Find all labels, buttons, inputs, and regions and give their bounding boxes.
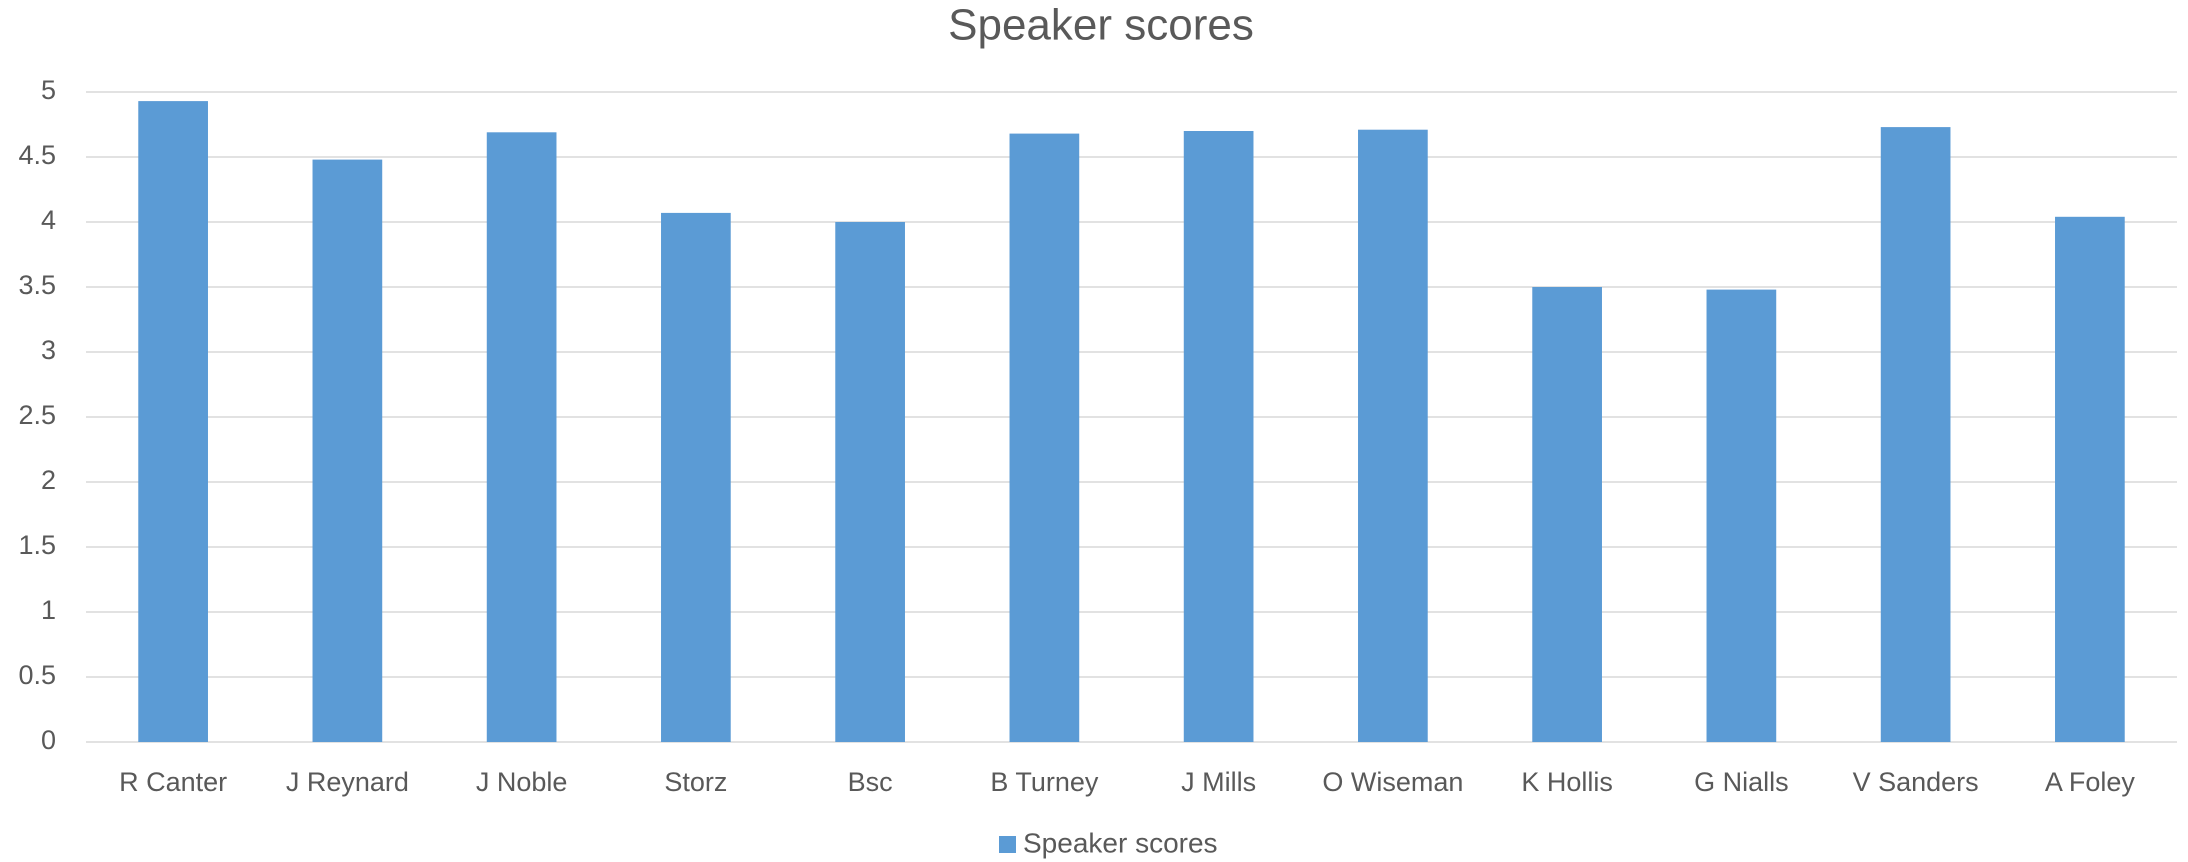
x-tick-label: G Nialls: [1694, 767, 1789, 797]
bar: [1880, 127, 1951, 743]
y-tick-label: 3: [41, 335, 56, 365]
bar: [661, 212, 731, 742]
y-tick-label: 1.5: [18, 530, 56, 560]
y-tick-label: 2: [41, 465, 56, 495]
bar: [2055, 216, 2125, 743]
x-tick-label: A Foley: [2045, 767, 2136, 797]
x-tick-label: J Noble: [476, 767, 568, 797]
x-tick-label: V Sanders: [1853, 767, 1979, 797]
y-tick-label: 0: [41, 725, 56, 755]
x-tick-label: Storz: [664, 767, 727, 797]
x-tick-label: J Reynard: [286, 767, 409, 797]
y-tick-label: 5: [41, 75, 56, 105]
y-tick-label: 4.5: [18, 140, 56, 170]
x-tick-label: B Turney: [990, 767, 1099, 797]
x-tick-label: J Mills: [1181, 767, 1256, 797]
y-tick-label: 0.5: [18, 660, 56, 690]
bar: [486, 132, 557, 743]
y-tick-label: 2.5: [18, 400, 56, 430]
bar: [1532, 287, 1602, 742]
chart-title: Speaker scores: [948, 1, 1254, 50]
y-tick-label: 4: [41, 205, 56, 235]
bar: [835, 222, 905, 742]
x-tick-label: K Hollis: [1521, 767, 1613, 797]
y-tick-label: 3.5: [18, 270, 56, 300]
x-tick-label: O Wiseman: [1322, 767, 1463, 797]
bar: [138, 101, 208, 743]
bar: [1009, 133, 1080, 743]
bar: [1358, 129, 1428, 742]
bar: [1706, 289, 1777, 742]
x-tick-label: R Canter: [119, 767, 227, 797]
bar: [312, 159, 383, 743]
legend-swatch: [999, 836, 1016, 853]
x-tick-label: Bsc: [848, 767, 893, 797]
bar: [1183, 131, 1254, 742]
y-tick-label: 1: [41, 595, 56, 625]
legend-label: Speaker scores: [1023, 827, 1218, 858]
